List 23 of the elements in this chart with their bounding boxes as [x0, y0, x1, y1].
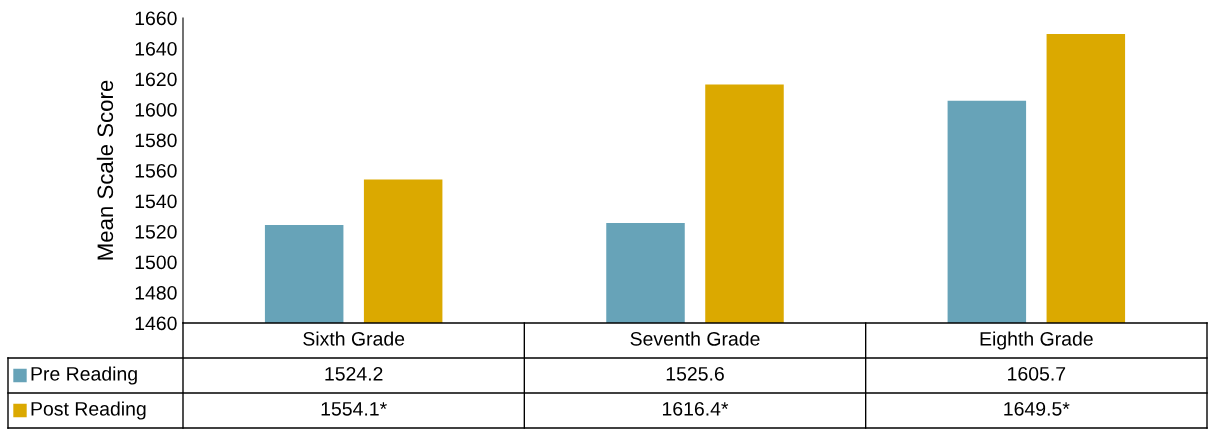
- data-label: 1525.6: [666, 366, 724, 381]
- y-tick-label: 1560: [135, 163, 177, 178]
- legend-label: Post Reading: [31, 401, 146, 420]
- data-label: 1524.2: [325, 366, 383, 381]
- y-tick-label: 1640: [135, 41, 177, 56]
- y-tick-label: 1480: [135, 285, 177, 300]
- x-tick-label: Sixth Grade: [303, 331, 405, 346]
- y-tick-label: 1460: [135, 316, 177, 331]
- y-tick-label: 1620: [135, 72, 177, 87]
- data-label: 1649.5*: [1004, 401, 1070, 416]
- y-tick-label: 1660: [135, 11, 177, 26]
- y-tick-label: 1520: [135, 224, 177, 239]
- legend-label: Pre Reading: [31, 366, 137, 385]
- x-tick-label: Eighth Grade: [980, 331, 1093, 350]
- y-tick-label: 1580: [135, 133, 177, 148]
- y-tick-label: 1600: [135, 102, 177, 117]
- y-axis-title: Mean Scale Score: [96, 80, 114, 260]
- y-tick-label: 1540: [135, 194, 177, 209]
- y-tick-label: 1500: [135, 255, 177, 270]
- data-label: 1605.7: [1008, 366, 1066, 381]
- data-label: 1616.4*: [662, 401, 729, 416]
- data-label: 1554.1*: [321, 402, 387, 416]
- x-tick-label: Seventh Grade: [630, 331, 760, 346]
